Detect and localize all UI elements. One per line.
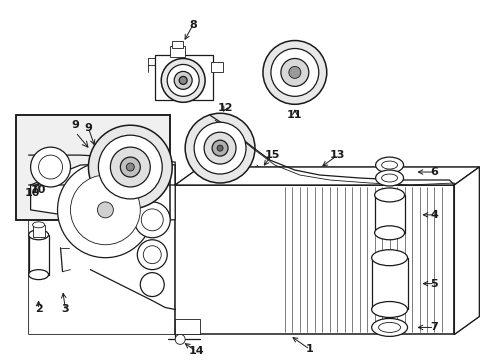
Circle shape	[120, 157, 140, 177]
Ellipse shape	[371, 250, 407, 266]
Bar	[175, 319, 200, 334]
Text: 3: 3	[61, 305, 69, 315]
Text: 9: 9	[84, 123, 92, 133]
Text: 9: 9	[71, 120, 79, 130]
Circle shape	[194, 122, 245, 174]
Ellipse shape	[371, 319, 407, 336]
Circle shape	[212, 140, 227, 156]
Ellipse shape	[378, 323, 400, 332]
Bar	[16, 115, 170, 220]
Bar	[29, 235, 48, 275]
Circle shape	[161, 58, 204, 102]
Circle shape	[179, 76, 187, 84]
Text: 12: 12	[217, 103, 232, 113]
Ellipse shape	[371, 302, 407, 318]
Circle shape	[141, 209, 163, 231]
Circle shape	[217, 145, 223, 151]
Ellipse shape	[374, 188, 404, 202]
Circle shape	[58, 162, 153, 258]
Ellipse shape	[381, 174, 397, 182]
Polygon shape	[31, 162, 175, 220]
Text: 11: 11	[286, 110, 302, 120]
Circle shape	[98, 135, 162, 199]
Ellipse shape	[33, 222, 44, 228]
Ellipse shape	[375, 170, 403, 186]
Polygon shape	[453, 167, 478, 334]
Circle shape	[97, 202, 113, 218]
Circle shape	[39, 155, 62, 179]
Text: 13: 13	[329, 150, 345, 160]
Text: 1: 1	[305, 345, 313, 354]
Circle shape	[143, 246, 161, 264]
Bar	[175, 185, 453, 334]
Circle shape	[110, 147, 150, 187]
Circle shape	[288, 67, 300, 78]
Bar	[155, 55, 213, 100]
Circle shape	[280, 58, 308, 86]
Bar	[211, 62, 223, 72]
Text: 6: 6	[429, 167, 438, 177]
Ellipse shape	[374, 226, 404, 240]
Bar	[172, 41, 183, 48]
Circle shape	[263, 41, 326, 104]
Circle shape	[185, 113, 254, 183]
Bar	[33, 225, 44, 237]
Circle shape	[88, 125, 172, 209]
Circle shape	[167, 64, 199, 96]
Ellipse shape	[381, 161, 397, 169]
Circle shape	[134, 202, 170, 238]
Circle shape	[174, 71, 192, 89]
Text: 10: 10	[25, 188, 40, 198]
Circle shape	[203, 132, 236, 164]
Polygon shape	[29, 155, 175, 334]
Circle shape	[31, 147, 70, 187]
Text: 14: 14	[188, 346, 203, 356]
Text: 2: 2	[35, 305, 42, 315]
Bar	[374, 195, 404, 233]
Text: 10: 10	[31, 185, 46, 195]
Bar	[170, 45, 185, 58]
Circle shape	[126, 163, 134, 171]
Text: 15: 15	[264, 150, 279, 160]
Text: 4: 4	[429, 210, 438, 220]
Text: 5: 5	[430, 279, 437, 289]
Ellipse shape	[29, 270, 48, 280]
Polygon shape	[175, 167, 478, 185]
Bar	[16, 115, 170, 220]
Text: 7: 7	[430, 323, 437, 332]
Bar	[371, 258, 407, 310]
Circle shape	[140, 273, 164, 297]
Circle shape	[137, 240, 167, 270]
Circle shape	[175, 334, 185, 345]
Ellipse shape	[29, 230, 48, 240]
Circle shape	[70, 175, 140, 245]
Text: 8: 8	[189, 19, 197, 30]
Circle shape	[270, 49, 318, 96]
Ellipse shape	[375, 157, 403, 173]
